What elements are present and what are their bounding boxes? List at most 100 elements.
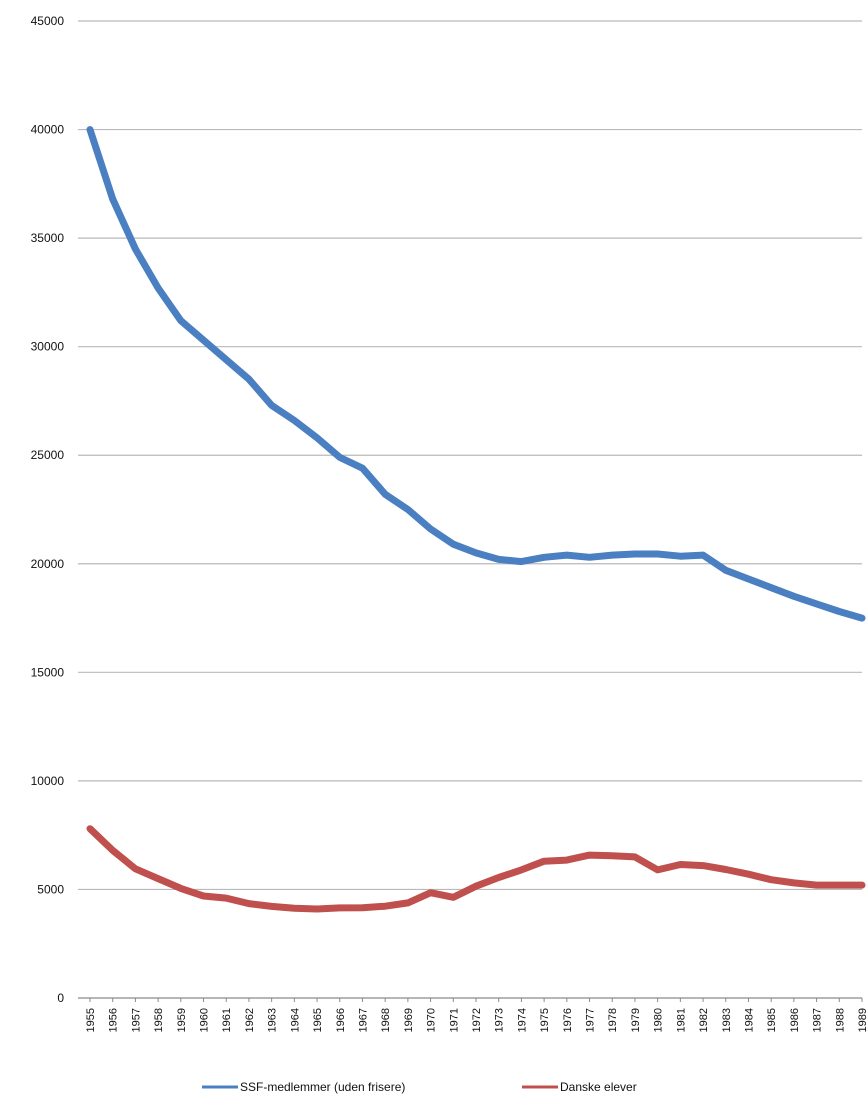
data-point bbox=[655, 867, 660, 872]
data-point bbox=[428, 527, 433, 531]
x-tick-label: 1978 bbox=[607, 1008, 619, 1032]
x-tick-label: 1958 bbox=[153, 1008, 165, 1032]
data-point bbox=[678, 862, 683, 867]
x-tick-label: 1981 bbox=[675, 1008, 687, 1032]
data-point bbox=[701, 863, 706, 868]
data-point bbox=[837, 883, 842, 888]
y-tick-label: 0 bbox=[57, 991, 64, 1005]
y-tick-label: 10000 bbox=[31, 774, 65, 788]
x-tick-label: 1973 bbox=[494, 1008, 506, 1032]
series-lines bbox=[86, 126, 866, 913]
x-tick-label: 1976 bbox=[562, 1008, 574, 1032]
data-point bbox=[156, 286, 161, 290]
x-tick-label: 1964 bbox=[289, 1008, 301, 1032]
data-point bbox=[587, 853, 592, 858]
data-point bbox=[337, 455, 342, 460]
x-tick-label: 1955 bbox=[85, 1008, 97, 1032]
data-point bbox=[860, 883, 864, 888]
data-point bbox=[451, 895, 456, 900]
data-point bbox=[632, 552, 637, 556]
data-point bbox=[610, 853, 615, 858]
data-point bbox=[133, 247, 138, 251]
data-point bbox=[405, 507, 410, 512]
data-point bbox=[723, 568, 728, 573]
x-tick-label: 1986 bbox=[789, 1008, 801, 1032]
x-tick-label: 1983 bbox=[721, 1008, 733, 1032]
data-point bbox=[224, 896, 229, 901]
data-point bbox=[542, 859, 547, 864]
data-point bbox=[178, 886, 183, 891]
x-tick-label: 1961 bbox=[221, 1008, 233, 1032]
data-point bbox=[632, 854, 637, 859]
data-point bbox=[746, 577, 751, 581]
data-point bbox=[655, 552, 660, 556]
data-point bbox=[814, 883, 819, 888]
data-point bbox=[224, 357, 229, 362]
x-tick-label: 1979 bbox=[630, 1008, 642, 1032]
x-tick-label: 1963 bbox=[267, 1008, 279, 1032]
data-point bbox=[337, 905, 342, 910]
x-tick-label: 1959 bbox=[176, 1008, 188, 1032]
x-tick-label: 1974 bbox=[516, 1008, 528, 1032]
x-tick-label: 1989 bbox=[857, 1008, 867, 1032]
y-tick-label: 25000 bbox=[31, 448, 65, 462]
data-point bbox=[769, 585, 774, 590]
data-point bbox=[519, 867, 524, 872]
x-tick-label: 1984 bbox=[743, 1008, 755, 1032]
data-point bbox=[360, 466, 365, 471]
data-point bbox=[519, 559, 524, 564]
data-point bbox=[269, 403, 274, 408]
data-point bbox=[383, 904, 388, 909]
x-tick-label: 1985 bbox=[766, 1008, 778, 1032]
data-point bbox=[837, 609, 842, 614]
data-point bbox=[791, 594, 796, 599]
data-point bbox=[88, 127, 92, 132]
x-tick-label: 1970 bbox=[426, 1008, 438, 1032]
series-line-0 bbox=[86, 126, 866, 622]
x-tick-label: 1965 bbox=[312, 1008, 324, 1032]
data-point bbox=[564, 858, 569, 863]
y-tick-label: 20000 bbox=[31, 557, 65, 571]
data-point bbox=[678, 554, 683, 559]
data-point bbox=[292, 418, 297, 423]
y-tick-label: 30000 bbox=[31, 340, 65, 354]
x-tick-label: 1967 bbox=[357, 1008, 369, 1032]
data-point bbox=[201, 894, 206, 898]
x-tick-label: 1956 bbox=[108, 1008, 120, 1032]
data-point bbox=[701, 553, 706, 558]
y-tick-label: 45000 bbox=[31, 14, 65, 28]
x-axis: 1955 1956 1957 1958 1959 1960 1961 1962 1963 1964… bbox=[85, 998, 867, 1032]
x-tick-label: 1980 bbox=[653, 1008, 665, 1032]
data-point bbox=[383, 492, 388, 497]
x-tick-label: 1962 bbox=[244, 1008, 256, 1032]
data-point bbox=[474, 550, 478, 555]
legend-label: Danske elever bbox=[560, 1080, 637, 1094]
x-tick-label: 1988 bbox=[834, 1008, 846, 1032]
data-point bbox=[360, 905, 365, 910]
legend: SSF-medlemmer (uden frisere) Danske eleve… bbox=[202, 1080, 637, 1094]
data-point bbox=[110, 197, 115, 201]
x-tick-label: 1960 bbox=[199, 1008, 211, 1032]
y-tick-label: 35000 bbox=[31, 231, 65, 245]
data-point bbox=[610, 553, 615, 558]
gridlines bbox=[78, 20, 862, 999]
series-line-1 bbox=[86, 825, 866, 913]
data-point bbox=[269, 904, 274, 909]
x-tick-label: 1957 bbox=[130, 1008, 142, 1032]
x-tick-label: 1982 bbox=[698, 1008, 710, 1032]
x-tick-label: 1987 bbox=[812, 1008, 824, 1032]
data-point bbox=[769, 877, 774, 882]
data-point bbox=[201, 338, 206, 343]
data-point bbox=[474, 884, 478, 889]
x-tick-label: 1977 bbox=[585, 1008, 597, 1032]
x-tick-label: 1969 bbox=[403, 1008, 415, 1032]
data-point bbox=[814, 601, 819, 606]
x-tick-label: 1968 bbox=[380, 1008, 392, 1032]
data-point bbox=[88, 826, 92, 831]
y-tick-label: 15000 bbox=[31, 665, 65, 679]
x-tick-label: 1971 bbox=[448, 1008, 460, 1032]
data-point bbox=[110, 848, 115, 853]
data-point bbox=[246, 901, 251, 906]
